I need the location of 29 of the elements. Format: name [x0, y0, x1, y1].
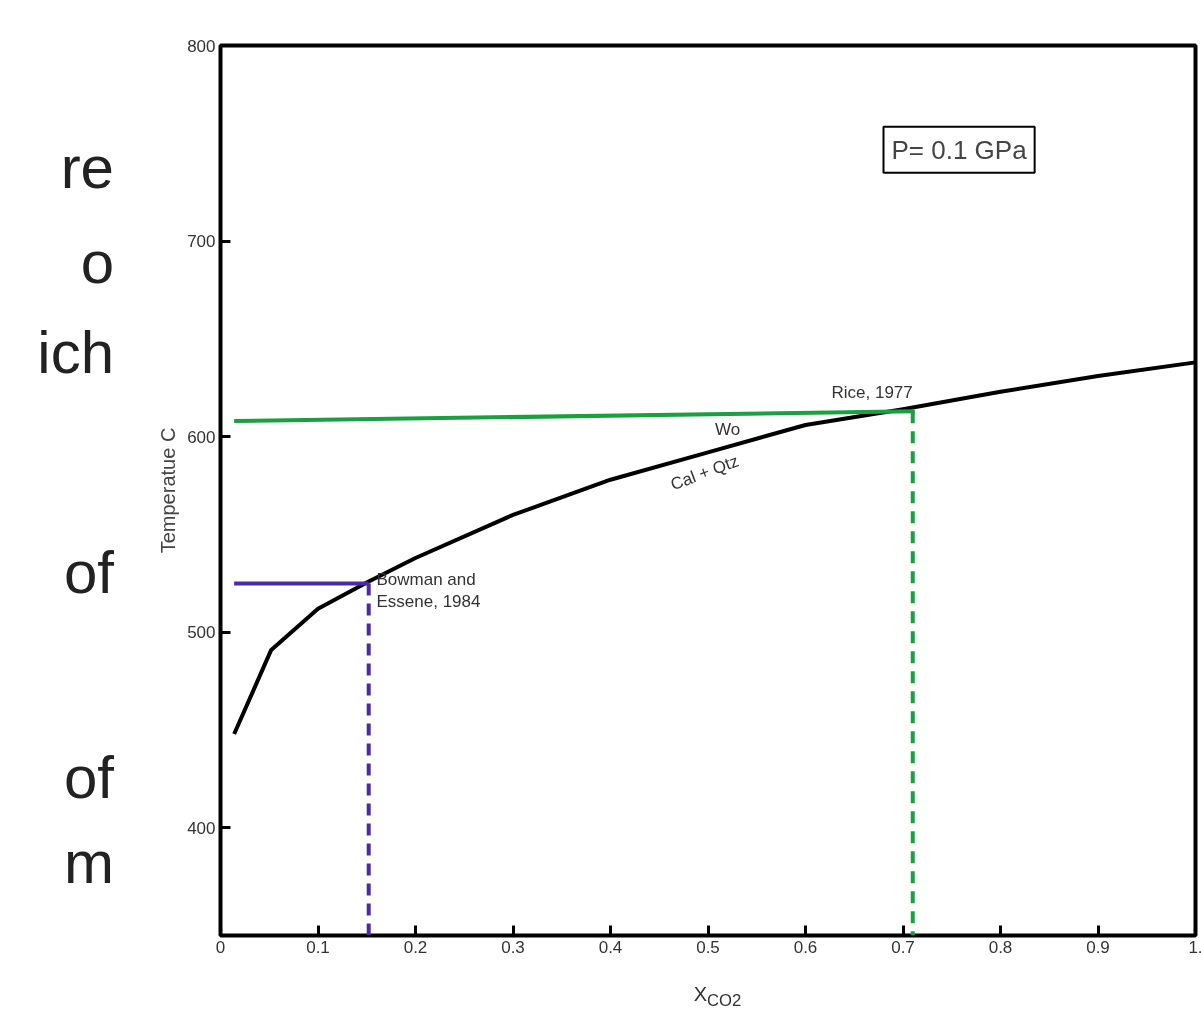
annotation: Rice, 1977 — [831, 382, 913, 402]
x-tick-label: 0.4 — [598, 937, 623, 957]
x-tick-label: 0.7 — [891, 937, 915, 957]
x-axis-title: X$_{CO2}$ — [692, 982, 743, 1012]
x-tick-label: 0 — [215, 937, 226, 957]
x-tick-label: 1. — [1188, 937, 1201, 957]
y-tick-label: 600 — [187, 427, 216, 447]
text: ich — [37, 318, 114, 388]
annotation: P= 0.1 GPa — [891, 134, 1028, 165]
x-tick-label: 0.3 — [501, 937, 525, 957]
text: o — [80, 228, 114, 298]
y-tick-label: 400 — [187, 818, 216, 838]
annotation: Cal + Qtz — [667, 451, 742, 495]
text: of — [63, 743, 114, 813]
x-tick-label: 0.2 — [403, 937, 428, 957]
y-tick-label: 800 — [187, 36, 216, 56]
x-tick-label: 0.6 — [793, 937, 818, 957]
annotation: Wo — [714, 419, 741, 439]
y-tick-label: 500 — [187, 623, 216, 643]
x-tick-label: 0.8 — [988, 937, 1013, 957]
x-tick-label: 0.9 — [1086, 937, 1110, 957]
y-tick-label: 700 — [187, 232, 216, 252]
y-axis-title: Temperatue C — [157, 427, 180, 554]
x-tick-label: 0.5 — [696, 937, 720, 957]
x-tick-label: 0.1 — [306, 937, 330, 957]
text: re — [60, 133, 114, 203]
annotation: Bowman and Essene, 1984 — [376, 570, 481, 612]
text: of — [63, 538, 114, 608]
text: m — [64, 828, 114, 898]
